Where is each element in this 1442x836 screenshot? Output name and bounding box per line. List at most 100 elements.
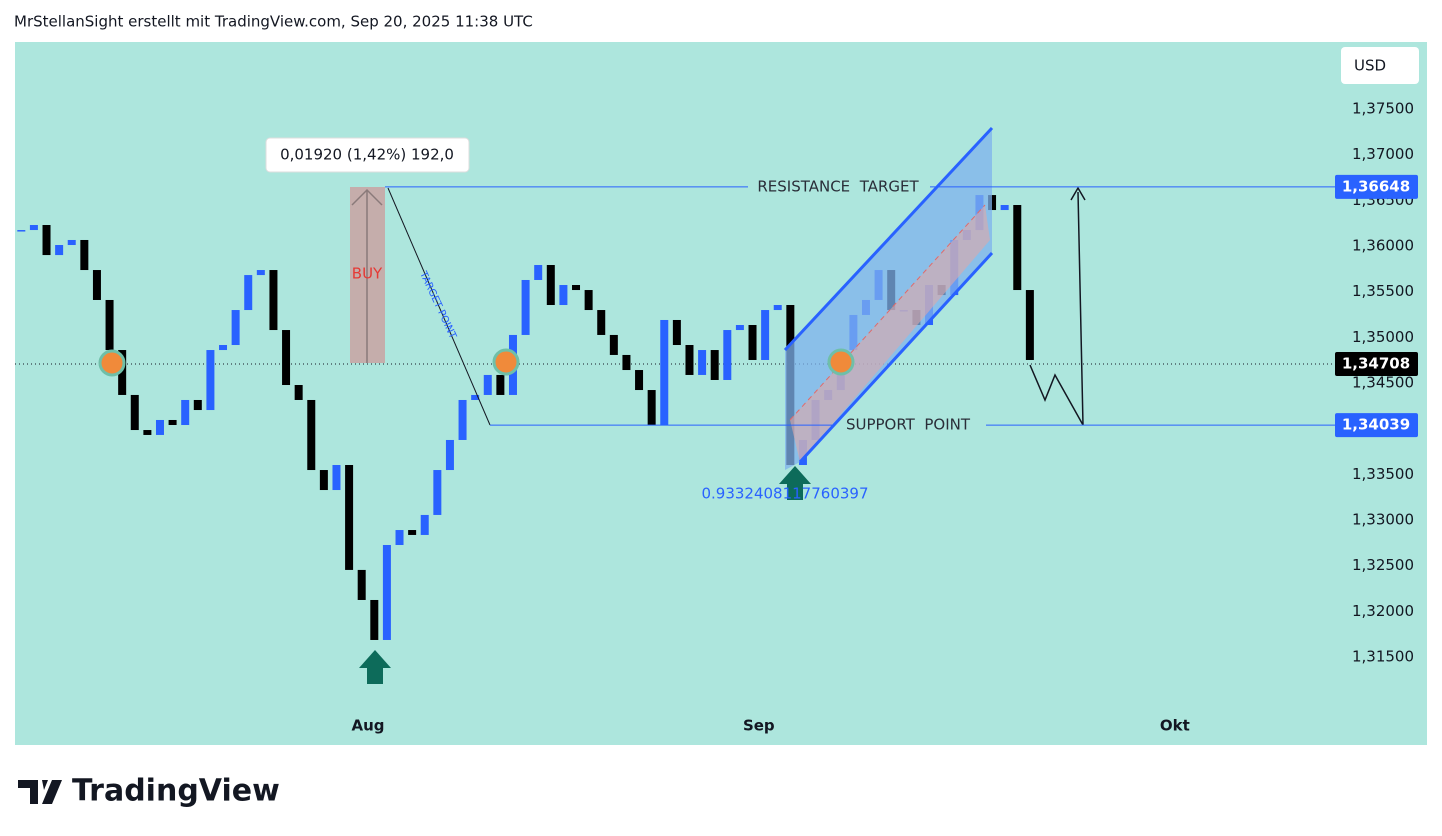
marker-circle bbox=[98, 349, 126, 377]
level-label: RESISTANCE TARGET bbox=[757, 177, 919, 195]
candle bbox=[408, 530, 417, 535]
y-tick-label: 1,33500 bbox=[1352, 465, 1414, 483]
candle bbox=[269, 270, 278, 331]
currency-box bbox=[1341, 47, 1419, 84]
y-tick-label: 1,32500 bbox=[1352, 556, 1414, 574]
candle bbox=[168, 419, 177, 426]
up-arrow bbox=[779, 466, 811, 500]
candle bbox=[219, 345, 228, 351]
x-tick-label: Okt bbox=[1160, 717, 1190, 735]
price-badge bbox=[1335, 413, 1418, 438]
candle bbox=[80, 239, 89, 271]
candle bbox=[294, 385, 303, 400]
candle bbox=[635, 370, 644, 391]
level-label: SUPPORT POINT bbox=[846, 416, 971, 434]
candle bbox=[105, 299, 114, 351]
y-tick-label: 1,35000 bbox=[1352, 328, 1414, 346]
candle bbox=[395, 530, 404, 546]
candle bbox=[332, 465, 341, 491]
candle bbox=[17, 230, 26, 232]
channel-bottom bbox=[798, 251, 994, 464]
y-tick-label: 1,31500 bbox=[1352, 647, 1414, 665]
currency: USD bbox=[1354, 57, 1386, 75]
y-tick-label: 1,35500 bbox=[1352, 282, 1414, 300]
candle bbox=[698, 350, 707, 375]
candle bbox=[67, 239, 76, 246]
candle bbox=[597, 310, 606, 335]
candle bbox=[206, 350, 215, 411]
candle bbox=[647, 390, 656, 426]
candle bbox=[471, 394, 480, 400]
price-badge-label: 1,36648 bbox=[1342, 177, 1410, 195]
candle bbox=[609, 334, 618, 355]
candle bbox=[483, 374, 492, 395]
candle bbox=[307, 399, 316, 471]
channel-value: 0.9332408117760397 bbox=[701, 485, 868, 503]
channel-mid bbox=[789, 204, 986, 421]
price-badge-label: 1,34039 bbox=[1342, 416, 1410, 434]
candle bbox=[370, 599, 379, 640]
candle bbox=[1025, 290, 1034, 360]
x-tick-label: Aug bbox=[351, 717, 384, 735]
y-tick-label: 1,36000 bbox=[1352, 237, 1414, 255]
projection bbox=[1029, 191, 1084, 426]
candle bbox=[55, 245, 64, 256]
candle bbox=[761, 310, 770, 360]
candle bbox=[130, 394, 139, 431]
candle bbox=[244, 275, 253, 311]
x-tick-label: Sep bbox=[743, 717, 775, 735]
overlay: RESISTANCE TARGET 1,36648 SUPPORT POINT 1,3… bbox=[385, 174, 1418, 438]
y-tick-label: 1,34500 bbox=[1352, 373, 1414, 391]
buy-label: BUY bbox=[352, 265, 383, 283]
candle bbox=[319, 470, 328, 491]
candle bbox=[118, 350, 127, 395]
channel-inner bbox=[790, 205, 990, 462]
candle bbox=[282, 330, 291, 386]
candle bbox=[445, 439, 454, 471]
measure-box bbox=[265, 137, 470, 173]
candle bbox=[1013, 205, 1022, 291]
candle bbox=[458, 399, 467, 440]
candle bbox=[534, 265, 543, 280]
candle bbox=[29, 225, 38, 231]
candle bbox=[710, 350, 719, 380]
candle bbox=[420, 514, 429, 535]
candle bbox=[231, 310, 240, 346]
candle bbox=[685, 345, 694, 375]
candle bbox=[584, 290, 593, 311]
buy-arrow-head bbox=[351, 188, 383, 206]
candle bbox=[357, 569, 366, 600]
header: MrStellanSight erstellt mit TradingView.… bbox=[14, 13, 533, 31]
marker-circle bbox=[492, 348, 520, 376]
candle bbox=[92, 270, 101, 300]
logo-icon bbox=[18, 780, 62, 804]
measure-label: 0,01920 (1,42%) 192,0 bbox=[280, 146, 454, 164]
price-badge bbox=[1335, 174, 1418, 199]
last-price-badge bbox=[1335, 352, 1418, 377]
logo-text: TradingView bbox=[72, 774, 280, 809]
candle bbox=[723, 330, 732, 380]
last-price-label: 1,34708 bbox=[1342, 355, 1410, 373]
candle bbox=[433, 470, 442, 515]
candle bbox=[256, 270, 265, 276]
candle bbox=[559, 285, 568, 306]
candle bbox=[382, 545, 391, 640]
candle bbox=[1000, 205, 1009, 211]
candle bbox=[546, 265, 555, 306]
candle bbox=[773, 305, 782, 311]
candle bbox=[988, 195, 997, 211]
up-arrow bbox=[359, 650, 391, 684]
candle bbox=[42, 225, 51, 256]
candle bbox=[496, 374, 505, 395]
candle bbox=[672, 319, 681, 346]
candle bbox=[735, 325, 744, 331]
candle bbox=[521, 279, 530, 335]
candle bbox=[181, 399, 190, 426]
candle bbox=[622, 354, 631, 371]
marker-circle bbox=[827, 348, 855, 376]
projection-head bbox=[1070, 186, 1086, 201]
candle bbox=[572, 285, 581, 291]
y-tick-label: 1,37500 bbox=[1352, 100, 1414, 118]
